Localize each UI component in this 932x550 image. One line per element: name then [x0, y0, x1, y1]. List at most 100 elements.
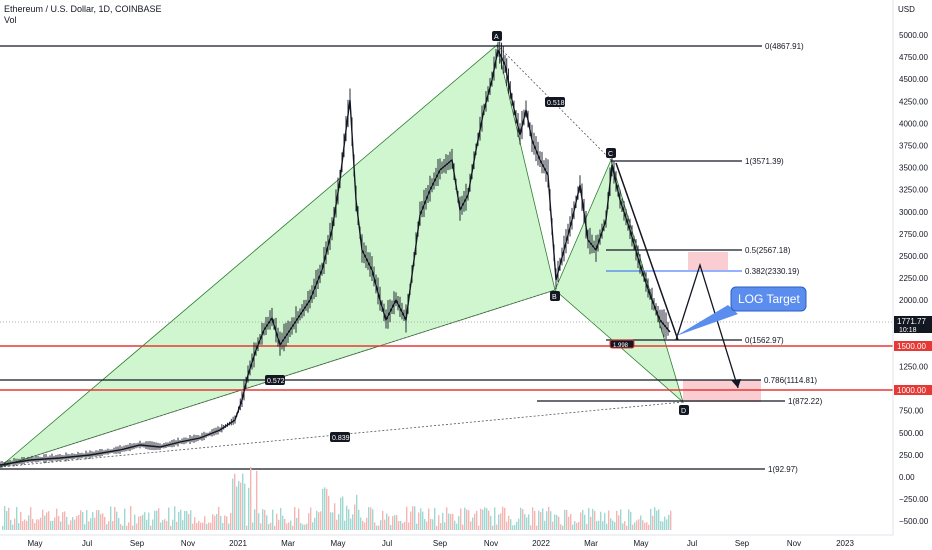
volume-bar — [340, 497, 342, 530]
y-tick-label: −250.00 — [899, 495, 929, 504]
volume-bar — [216, 513, 218, 530]
volume-bar — [618, 515, 620, 530]
volume-bar — [646, 522, 648, 530]
volume-bar — [590, 516, 592, 530]
volume-bar — [402, 523, 404, 530]
x-tick-label: May — [27, 539, 42, 548]
volume-bar — [580, 512, 582, 530]
volume-indicator-label[interactable]: Vol — [4, 15, 17, 25]
volume-bar — [70, 520, 72, 530]
harmonic-fill-xab — [0, 44, 556, 468]
volume-bar — [342, 496, 344, 530]
x-tick-label: Nov — [787, 539, 801, 548]
volume-bar — [616, 510, 618, 530]
volume-bar — [60, 521, 62, 530]
volume-bar — [278, 519, 280, 530]
x-axis-ticks[interactable]: May Jul Sep Nov 2021 Mar May Jul Sep Nov 2022 Mar Ma… — [27, 539, 854, 548]
fib-label-0-top: 0(4867.91) — [765, 42, 804, 51]
volume-bar — [454, 520, 456, 530]
volume-bar — [24, 519, 26, 530]
volume-bar — [106, 524, 108, 530]
volume-bar — [196, 523, 198, 530]
volume-bar — [12, 524, 14, 530]
volume-bar — [186, 511, 188, 530]
volume-bar — [612, 520, 614, 530]
volume-bar — [510, 519, 512, 530]
volume-bar — [242, 473, 244, 530]
volume-bar — [14, 518, 16, 530]
volume-bar — [120, 524, 122, 530]
volume-bar — [98, 510, 100, 530]
volume-bar — [598, 520, 600, 530]
price-axis-bg[interactable] — [893, 0, 932, 550]
volume-bar — [328, 495, 330, 530]
volume-bar — [488, 510, 490, 530]
volume-bar — [80, 510, 82, 530]
volume-bar — [474, 513, 476, 530]
volume-bar — [408, 522, 410, 530]
volume-bar — [550, 511, 552, 530]
symbol-title: Ethereum / U.S. Dollar, 1D, COINBASE — [4, 4, 162, 14]
volume-bar — [390, 525, 392, 530]
volume-bar — [418, 512, 420, 530]
volume-bar — [624, 521, 626, 530]
volume-bar — [572, 524, 574, 530]
volume-bar — [584, 514, 586, 530]
volume-bar — [232, 478, 234, 530]
volume-bar — [634, 522, 636, 530]
y-tick-label: 2500.00 — [899, 252, 928, 261]
point-a-label: A — [492, 31, 502, 41]
volume-bar — [222, 523, 224, 530]
volume-bar — [614, 522, 616, 530]
volume-bar — [280, 507, 282, 530]
log-target-callout[interactable] — [730, 286, 807, 312]
volume-bar — [38, 519, 40, 530]
volume-bar — [304, 524, 306, 530]
volume-bar — [358, 509, 360, 530]
volume-bar — [294, 507, 296, 530]
volume-bar — [480, 508, 482, 530]
volume-bar — [548, 506, 550, 530]
svg-text:0.518: 0.518 — [547, 100, 565, 107]
volume-bar — [130, 506, 132, 530]
volume-bar — [338, 514, 340, 530]
volume-bar — [394, 515, 396, 530]
volume-bar — [66, 516, 68, 530]
volume-bar — [370, 507, 372, 530]
volume-bar — [46, 512, 48, 530]
volume-bar — [470, 521, 472, 530]
volume-bar — [410, 511, 412, 530]
volume-bar — [514, 525, 516, 530]
volume-bar — [520, 507, 522, 530]
volume-bar — [84, 524, 86, 530]
volume-bar — [628, 509, 630, 530]
x-tick-label: Mar — [584, 539, 598, 548]
volume-bar — [450, 513, 452, 530]
volume-bar — [360, 517, 362, 530]
connector-x-b — [0, 289, 556, 468]
volume-bar — [172, 519, 174, 530]
x-tick-label: Nov — [484, 539, 498, 548]
volume-bar — [308, 513, 310, 530]
volume-bar — [62, 512, 64, 530]
last-price-badge: 1771.77 10:18 — [894, 316, 932, 334]
volume-bar — [500, 513, 502, 530]
ratio-label-0.518: 0.518 — [545, 97, 565, 107]
volume-bar — [50, 520, 52, 530]
volume-bar — [502, 506, 504, 530]
target-zone-lower — [683, 380, 761, 402]
volume-bar — [526, 517, 528, 530]
volume-bar — [658, 509, 660, 530]
svg-text:1771.77: 1771.77 — [897, 317, 926, 326]
volume-bar — [380, 520, 382, 530]
volume-bar — [276, 513, 278, 530]
volume-bar — [610, 518, 612, 530]
volume-bar — [468, 510, 470, 530]
svg-text:D: D — [681, 408, 686, 415]
point-d-label: D — [679, 405, 689, 415]
volume-bar — [538, 510, 540, 530]
volume-bar — [284, 518, 286, 530]
x-tick-label: Nov — [181, 539, 195, 548]
x-tick-label: Mar — [281, 539, 295, 548]
